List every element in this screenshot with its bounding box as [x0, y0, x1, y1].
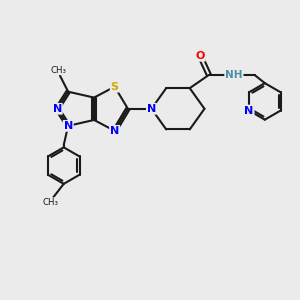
Text: N: N [64, 121, 73, 131]
Text: CH₃: CH₃ [50, 66, 66, 75]
Text: N: N [147, 104, 156, 114]
Text: S: S [111, 82, 119, 92]
Text: N: N [52, 104, 62, 114]
Text: N: N [244, 106, 253, 116]
Text: CH₃: CH₃ [43, 198, 58, 207]
Text: O: O [195, 51, 205, 61]
Text: N: N [110, 126, 119, 136]
Text: NH: NH [225, 70, 243, 80]
